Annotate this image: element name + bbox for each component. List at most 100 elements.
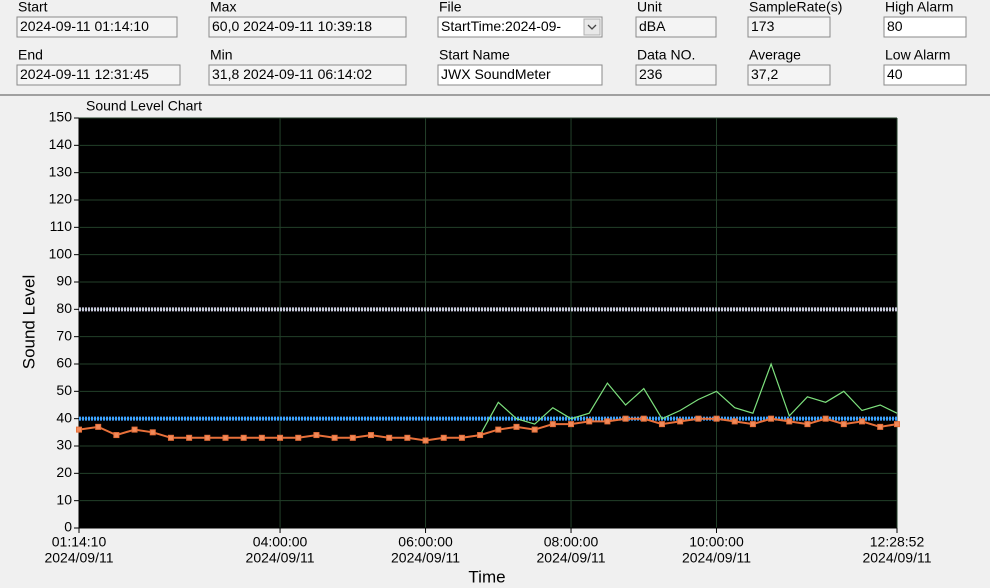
- data-point: [367, 432, 374, 439]
- data-point: [840, 421, 847, 428]
- field-value: 2024-09-11 01:14:10: [20, 18, 149, 34]
- field-label: Start: [18, 0, 48, 15]
- chart: Sound Level Chart 0 10 20 30 40 50 60 70 80 90 100 1…: [19, 98, 931, 587]
- field-label: Unit: [637, 0, 662, 15]
- data-point: [113, 432, 120, 439]
- y-tick-label: 140: [49, 136, 73, 152]
- y-tick-label: 100: [49, 245, 73, 261]
- dropdown-button[interactable]: [583, 18, 601, 36]
- data-point: [404, 434, 411, 441]
- text-box: [16, 16, 178, 38]
- y-tick-label: 110: [50, 218, 73, 234]
- field-label: File: [439, 0, 462, 15]
- data-point: [877, 423, 884, 430]
- y-tick-label: 40: [56, 409, 72, 425]
- field-label: Start Name: [439, 47, 510, 63]
- field-value: 236: [639, 66, 663, 82]
- data-point: [277, 434, 284, 441]
- field-label: Min: [210, 47, 233, 63]
- data-point: [477, 432, 484, 439]
- text-box: [208, 64, 407, 86]
- text-box[interactable]: [883, 64, 967, 86]
- form: Start 2024-09-11 01:14:10 End 2024-09-11 12…: [16, 0, 967, 86]
- data-point: [440, 434, 447, 441]
- data-point: [131, 426, 138, 433]
- y-axis-label: Sound Level: [19, 275, 38, 370]
- y-tick-label: 120: [49, 191, 73, 207]
- data-point: [786, 418, 793, 425]
- data-point: [186, 434, 193, 441]
- x-tick-label: 06:00:00: [398, 534, 453, 550]
- y-tick-label: 60: [56, 355, 72, 371]
- y-tick-label: 20: [56, 464, 72, 480]
- data-point: [295, 434, 302, 441]
- alarm-annotation: A: [82, 401, 91, 416]
- data-point: [258, 434, 265, 441]
- field-value: dBA: [639, 18, 666, 34]
- field-value: 2024-09-11 12:31:45: [20, 66, 149, 82]
- field-value: 31,8 2024-09-11 06:14:02: [212, 66, 372, 82]
- series-line: [78, 417, 898, 442]
- data-point: [222, 434, 229, 441]
- y-tick-label: 30: [56, 437, 72, 453]
- field-value: 40: [887, 66, 903, 82]
- x-tick-date: 2024/09/11: [391, 550, 460, 566]
- y-tick-label: 80: [56, 300, 72, 316]
- field-value: 173: [751, 18, 775, 34]
- text-box: [16, 64, 181, 86]
- data-point: [76, 426, 82, 433]
- dropdown-arrow: [587, 24, 597, 30]
- data-point: [768, 415, 775, 422]
- data-point: [531, 426, 538, 433]
- field-label: High Alarm: [885, 0, 953, 15]
- text-box[interactable]: [883, 16, 967, 38]
- data-point: [640, 415, 647, 422]
- text-box[interactable]: [437, 64, 603, 86]
- x-tick-label: 04:00:00: [253, 534, 308, 550]
- y-tick-label: 10: [56, 491, 72, 507]
- data-point: [568, 421, 575, 428]
- data-point: [513, 423, 520, 430]
- data-point: [622, 415, 629, 422]
- data-point: [549, 421, 556, 428]
- x-tick-label: 12:28:52: [870, 534, 925, 550]
- data-point: [586, 418, 593, 425]
- text-box: [747, 16, 831, 38]
- field-label: Low Alarm: [885, 47, 950, 63]
- data-point: [95, 423, 102, 430]
- x-tick-label: 10:00:00: [689, 534, 744, 550]
- data-point: [695, 415, 702, 422]
- field-value: 37,2: [751, 66, 778, 82]
- x-tick-date: 2024/09/11: [862, 550, 931, 566]
- x-tick-date: 2024/09/11: [246, 550, 315, 566]
- data-point: [313, 432, 320, 439]
- x-tick-date: 2024/09/11: [44, 550, 113, 566]
- data-point: [749, 421, 756, 428]
- y-tick-label: 150: [49, 109, 73, 125]
- y-tick-label: 50: [56, 382, 72, 398]
- data-point: [167, 434, 174, 441]
- data-point: [894, 421, 900, 428]
- data-point: [677, 418, 684, 425]
- y-tick-label: 0: [64, 519, 72, 535]
- y-tick-label: 70: [56, 327, 72, 343]
- data-point: [822, 415, 829, 422]
- text-box: [208, 16, 407, 38]
- field-value: StartTime:2024-09-: [441, 18, 561, 34]
- data-point: [331, 434, 338, 441]
- data-point: [658, 421, 665, 428]
- dropdown[interactable]: [437, 16, 603, 38]
- x-tick-date: 2024/09/11: [537, 550, 606, 566]
- data-point: [458, 434, 465, 441]
- data-point: [713, 415, 720, 422]
- text-box: [635, 16, 717, 38]
- chart-title: Sound Level Chart: [86, 98, 202, 114]
- data-point: [804, 421, 811, 428]
- field-value: 80: [887, 18, 903, 34]
- y-tick-label: 90: [56, 273, 72, 289]
- field-label: SampleRate(s): [749, 0, 842, 15]
- y-tick-label: 130: [49, 163, 73, 179]
- data-point: [349, 434, 356, 441]
- data-point: [386, 434, 393, 441]
